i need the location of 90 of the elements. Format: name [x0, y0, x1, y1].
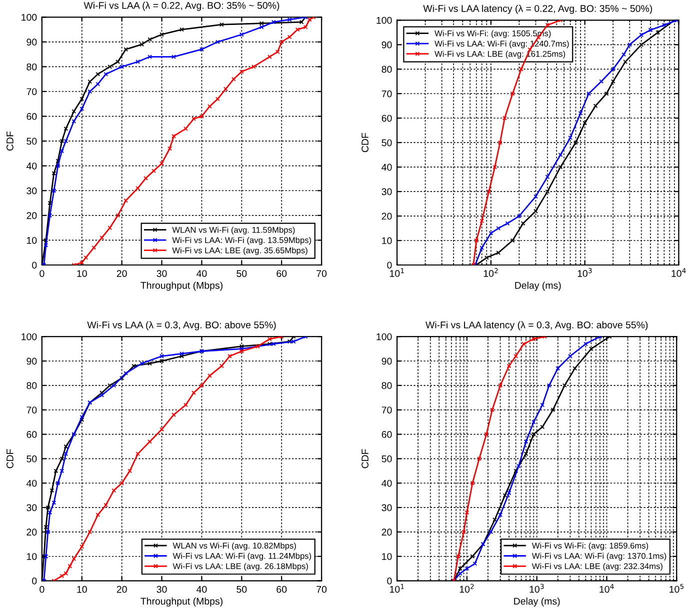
- x-axis-title: Delay (ms): [514, 597, 560, 607]
- y-tick-label: 50: [382, 139, 392, 146]
- legend-label: Wi-Fi vs LAA: LBE (avg. 26.18Mbps): [172, 563, 308, 571]
- y-tick-label: 40: [382, 480, 392, 487]
- x-axis-title: Throughput (Mbps): [140, 597, 222, 607]
- legend-label: WLAN vs Wi-Fi (avg. 10.82Mbps): [172, 542, 296, 550]
- y-tick-label: 60: [26, 113, 37, 120]
- y-tick-label: 80: [26, 63, 37, 70]
- x-tick-label: 10$^{4}$: [600, 584, 614, 593]
- y-tick-label: 60: [26, 431, 37, 438]
- y-tick-label: 100: [22, 333, 37, 340]
- legend-label: Wi-Fi vs LAA: LBE (avg. 35.65Mbps): [172, 247, 308, 255]
- y-tick-label: 70: [382, 406, 392, 414]
- y-tick-label: 30: [26, 187, 37, 194]
- x-tick-label: 0: [40, 270, 44, 277]
- y-tick-label: 20: [26, 212, 37, 220]
- x-tick-label: 50: [236, 586, 247, 593]
- y-tick-label: 90: [26, 38, 37, 46]
- y-tick-label: 80: [382, 382, 392, 390]
- y-tick-label: 80: [382, 66, 392, 73]
- y-tick-label: 0: [32, 578, 37, 584]
- y-tick-label: 100: [22, 14, 37, 21]
- x-tick-label: 20: [116, 586, 127, 593]
- x-axis-title: Throughput (Mbps): [140, 282, 222, 291]
- x-tick-label: 10: [77, 270, 87, 277]
- chart-title: Wi-Fi vs LAA (λ = 0.22, Avg. BO: 35% ~ 50%): [84, 2, 280, 11]
- x-tick-label: 70: [316, 586, 327, 593]
- chart-title: Wi-Fi vs LAA (λ = 0.3, Avg. BO: above 55%): [87, 321, 276, 330]
- y-axis-title: CDF: [6, 131, 14, 151]
- y-tick-label: 30: [382, 188, 392, 196]
- y-tick-label: 70: [382, 90, 392, 98]
- x-tick-label: 30: [156, 270, 167, 277]
- x-tick-label: 40: [196, 586, 207, 593]
- x-tick-label: 50: [236, 270, 247, 277]
- legend-label: Wi-Fi vs LAA: Wi-Fi (avg. 13.59Mbps): [172, 236, 312, 245]
- y-tick-label: 60: [382, 431, 392, 438]
- chart-title: Wi-Fi vs LAA latency (λ = 0.3, Avg. BO: above 55%): [426, 321, 648, 330]
- x-tick-label: 60: [276, 586, 287, 593]
- x-tick-label: 70: [316, 270, 327, 277]
- y-tick-label: 20: [382, 212, 392, 220]
- y-tick-label: 30: [382, 504, 392, 512]
- y-axis-title: CDF: [362, 132, 368, 152]
- x-tick-label: 10$^{1}$: [390, 584, 404, 593]
- y-tick-label: 40: [26, 480, 37, 487]
- y-tick-label: 0: [387, 262, 392, 269]
- chart-title: Wi-Fi vs LAA latency (λ = 0.22, Avg. BO: 35% ~ 50%): [423, 4, 652, 14]
- legend-label: Wi-Fi vs LAA: Wi-Fi (avg: 1370.1ms): [532, 552, 666, 561]
- x-tick-label: 10: [77, 586, 87, 593]
- y-tick-label: 10: [382, 553, 392, 560]
- x-tick-label: 30: [156, 586, 167, 593]
- x-tick-label: 10$^{4}$: [672, 268, 686, 277]
- y-tick-label: 10: [27, 553, 37, 560]
- y-axis-title: CDF: [6, 449, 14, 468]
- y-tick-label: 0: [387, 578, 392, 584]
- x-tick-label: 0: [40, 586, 44, 593]
- legend-label: Wi-Fi vs Wi-Fi: (avg: 1859.6ms): [532, 542, 648, 550]
- x-tick-label: 40: [196, 270, 207, 277]
- legend-label: Wi-Fi vs LAA: LBE (avg: 232.34ms): [532, 563, 662, 571]
- x-tick-label: 10$^{1}$: [390, 268, 404, 277]
- y-tick-label: 50: [382, 455, 392, 462]
- y-tick-label: 90: [382, 358, 392, 365]
- y-tick-label: 20: [382, 528, 392, 536]
- x-tick-label: 10$^{5}$: [670, 584, 684, 593]
- x-tick-label: 10$^{3}$: [578, 268, 592, 277]
- x-tick-label: 20: [116, 270, 127, 277]
- x-tick-label: 10$^{2}$: [484, 268, 498, 277]
- y-tick-label: 40: [26, 162, 37, 170]
- y-tick-label: 20: [26, 528, 37, 536]
- x-tick-label: 60: [276, 270, 287, 277]
- x-axis-title: Delay (ms): [515, 282, 561, 291]
- y-tick-label: 50: [26, 138, 37, 145]
- y-tick-label: 10: [27, 236, 37, 244]
- x-tick-label: 10$^{3}$: [530, 584, 544, 593]
- y-tick-label: 40: [382, 164, 392, 171]
- x-tick-label: 10$^{2}$: [460, 584, 474, 593]
- y-tick-label: 30: [26, 504, 37, 512]
- y-tick-label: 0: [32, 262, 37, 269]
- y-tick-label: 90: [382, 41, 392, 48]
- legend-label: Wi-Fi vs LAA: Wi-Fi (avg. 11.24Mbps): [172, 552, 312, 561]
- y-axis-title: CDF: [362, 449, 368, 468]
- y-tick-label: 70: [26, 406, 37, 414]
- y-tick-label: 90: [26, 358, 37, 365]
- y-tick-label: 100: [376, 333, 392, 340]
- y-tick-label: 10: [382, 237, 392, 244]
- y-tick-label: 60: [382, 114, 392, 122]
- y-tick-label: 80: [26, 382, 37, 390]
- y-tick-label: 50: [26, 455, 37, 462]
- y-tick-label: 100: [376, 16, 392, 24]
- legend-label: WLAN vs Wi-Fi (avg. 11.59Mbps): [172, 226, 295, 234]
- y-tick-label: 70: [26, 88, 37, 96]
